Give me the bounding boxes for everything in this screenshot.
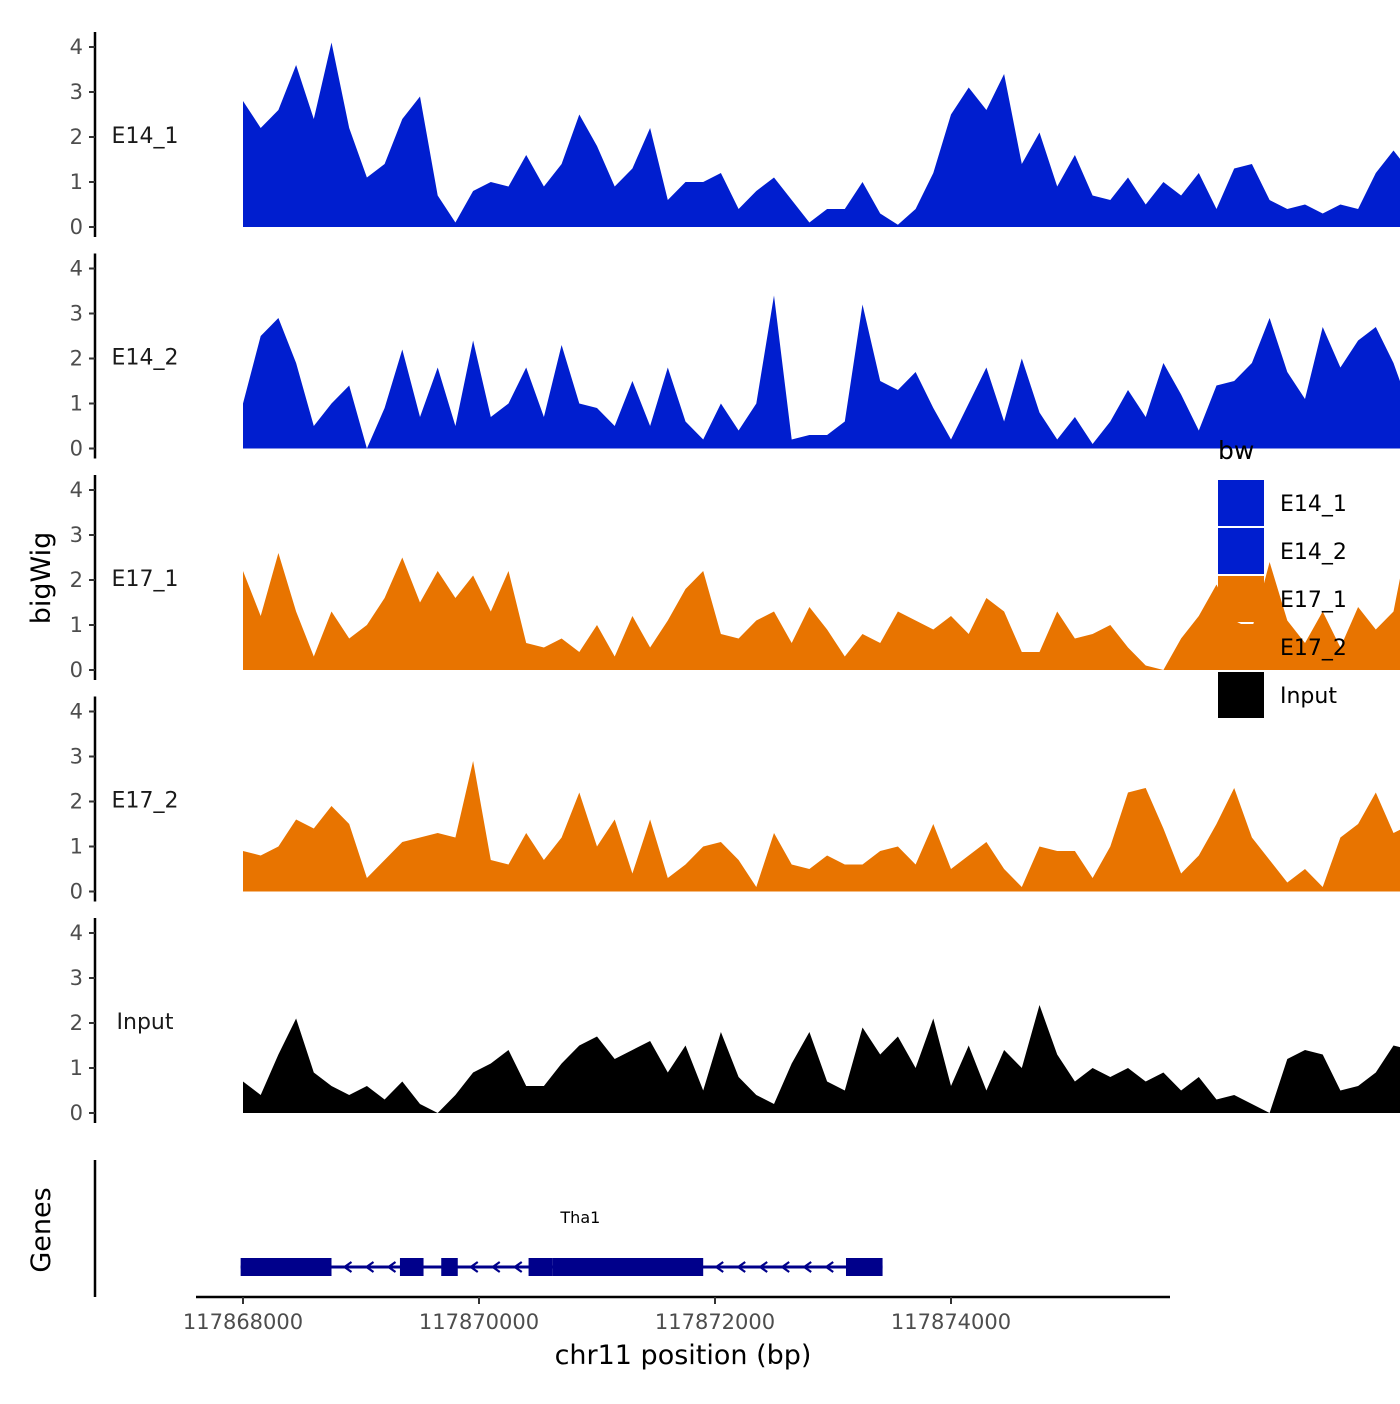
legend-label-e14-2: E14_2 (1280, 540, 1347, 565)
x-tick-label: 117870000 (419, 1310, 539, 1334)
y-tick-label: 4 (70, 478, 83, 502)
strand-arrow (364, 1261, 375, 1273)
strand-arrow (802, 1261, 812, 1273)
track-input: 0 1 2 3 4 Input (70, 918, 1400, 1125)
strand-arrow (342, 1261, 353, 1273)
y-tick-label: 1 (70, 613, 83, 637)
gene-name-label: Tha1 (559, 1208, 600, 1227)
legend-swatch-e14-1 (1218, 480, 1264, 526)
legend-label-e17-1: E17_1 (1280, 588, 1347, 613)
track-e14-1: 0 1 2 3 4 E14_1 (70, 32, 1400, 239)
y-tick-label: 1 (70, 835, 83, 859)
strand-arrow (780, 1261, 790, 1273)
legend-title: bw (1218, 436, 1254, 465)
y-tick-label: 0 (70, 880, 83, 904)
strand-arrow (824, 1261, 834, 1273)
gene-exon (399, 1258, 424, 1276)
y-tick-label: 0 (70, 437, 83, 461)
strand-arrow (758, 1261, 768, 1273)
legend-swatch-e17-1 (1218, 576, 1264, 622)
y-tick-label: 0 (70, 215, 83, 239)
strand-arrow (714, 1261, 724, 1273)
y-tick-label: 2 (70, 1011, 83, 1035)
track-label: E14_2 (112, 345, 179, 370)
area-series-e17-2 (243, 761, 1400, 892)
x-tick-label: 117868000 (183, 1310, 303, 1334)
legend-swatch-e17-2 (1218, 624, 1264, 670)
gene-exon (845, 1258, 883, 1276)
x-tick-label: 117874000 (891, 1310, 1011, 1334)
x-tick-label: 117872000 (655, 1310, 775, 1334)
y-tick-label: 3 (70, 523, 83, 547)
y-axis-title: bigWig (26, 532, 57, 625)
legend: bw E14_1 E14_2 E17_1 E17_2 Input (1218, 436, 1347, 718)
track-label: Input (117, 1010, 174, 1035)
y-tick-label: 1 (70, 392, 83, 416)
legend-label-e14-1: E14_1 (1280, 492, 1347, 517)
gene-exon (240, 1258, 332, 1276)
legend-label-e17-2: E17_2 (1280, 636, 1347, 661)
track-e17-1: 0 1 2 3 4 E17_1 (70, 475, 1400, 682)
y-tick-label: 0 (70, 1101, 83, 1125)
legend-swatch-input (1218, 672, 1264, 718)
y-tick-label: 2 (70, 347, 83, 371)
genes-panel: Tha1 (93, 1160, 883, 1297)
tracks-layer: 0 1 2 3 4 E14_1 0 1 2 3 4 E14_2 0 1 2 3 4 E17_1 0 1 2 3 4 E17_2… (70, 32, 1400, 1125)
y-tick-label: 0 (70, 658, 83, 682)
legend-swatch-e14-2 (1218, 528, 1264, 574)
y-tick-label: 4 (70, 921, 83, 945)
y-tick-label: 2 (70, 790, 83, 814)
legend-label-input: Input (1280, 684, 1337, 709)
y-tick-label: 3 (70, 745, 83, 769)
track-e14-2: 0 1 2 3 4 E14_2 (70, 253, 1400, 461)
gene-exon (552, 1258, 704, 1276)
y-tick-label: 3 (70, 80, 83, 104)
y-tick-label: 4 (70, 700, 83, 724)
strand-arrow (386, 1261, 397, 1273)
x-axis: 117868000 117870000 117872000 117874000 (183, 1295, 1170, 1334)
y-tick-label: 4 (70, 257, 83, 281)
y-tick-label: 1 (70, 170, 83, 194)
gene-exon (441, 1258, 458, 1276)
y-tick-label: 3 (70, 966, 83, 990)
y-tick-label: 2 (70, 125, 83, 149)
genes-axis-title: Genes (26, 1187, 57, 1272)
x-axis-title: chr11 position (bp) (555, 1340, 812, 1371)
area-series-e17-1 (243, 553, 1400, 670)
y-tick-label: 4 (70, 35, 83, 59)
strand-arrow (512, 1261, 523, 1273)
track-label: E17_1 (112, 567, 179, 592)
track-label: E17_2 (112, 788, 179, 813)
area-series-e14-1 (243, 42, 1400, 227)
area-series-e14-2 (243, 295, 1400, 449)
y-tick-label: 3 (70, 302, 83, 326)
track-label: E14_1 (112, 124, 179, 149)
track-e17-2: 0 1 2 3 4 E17_2 (70, 696, 1400, 904)
y-tick-label: 1 (70, 1056, 83, 1080)
gene-exon (528, 1258, 553, 1276)
y-tick-label: 2 (70, 568, 83, 592)
strand-arrow (736, 1261, 746, 1273)
strand-arrow (490, 1261, 501, 1273)
area-series-input (243, 1005, 1400, 1113)
strand-arrow (468, 1261, 479, 1273)
